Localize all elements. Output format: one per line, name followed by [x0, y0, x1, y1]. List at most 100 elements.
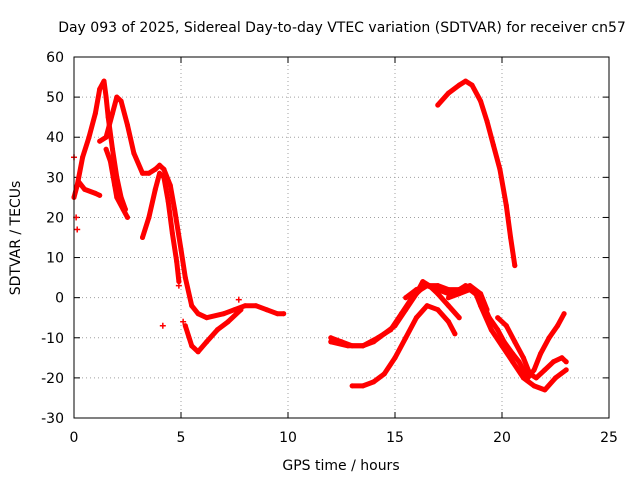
- data-point: [503, 323, 509, 329]
- outlier-marker: [159, 322, 166, 329]
- data-point: [345, 343, 351, 349]
- data-point: [120, 206, 126, 212]
- data-point: [538, 351, 543, 357]
- data-point: [92, 190, 98, 196]
- data-point: [392, 355, 398, 361]
- data-point: [97, 192, 103, 198]
- data-point: [92, 110, 98, 116]
- data-point: [274, 311, 280, 317]
- data-point: [488, 327, 494, 333]
- data-point: [360, 383, 366, 389]
- y-tick-label: 40: [46, 130, 64, 146]
- data-point: [542, 387, 548, 393]
- data-point: [86, 134, 92, 140]
- data-point: [189, 343, 195, 349]
- data-point: [495, 327, 501, 333]
- data-point: [167, 182, 173, 188]
- x-tick-label: 25: [600, 430, 618, 446]
- data-point: [559, 355, 565, 361]
- data-point: [424, 283, 430, 289]
- data-point: [204, 315, 210, 321]
- data-point: [182, 275, 188, 281]
- data-point: [112, 182, 118, 188]
- data-point: [456, 315, 462, 321]
- outlier-marker: [74, 226, 81, 233]
- y-tick-label: -30: [41, 411, 64, 427]
- y-tick-label: 60: [46, 50, 64, 66]
- chart-title: Day 093 of 2025, Sidereal Day-to-day VTE…: [58, 20, 626, 36]
- data-point: [446, 295, 451, 301]
- data-point: [169, 231, 175, 236]
- data-point: [101, 78, 107, 84]
- data-point: [403, 295, 409, 301]
- y-axis-label: SDTVAR / TECUs: [8, 181, 24, 296]
- y-tick-label: -10: [41, 331, 64, 347]
- outlier-marker: [175, 282, 182, 289]
- data-point: [195, 349, 201, 355]
- data-point: [172, 206, 178, 212]
- data-point: [435, 287, 441, 293]
- data-point: [110, 146, 115, 152]
- data-point: [174, 259, 180, 265]
- data-point: [161, 166, 167, 172]
- data-point: [516, 359, 522, 365]
- data-series-track-l: [495, 315, 569, 381]
- data-point: [232, 307, 237, 313]
- data-point: [520, 367, 526, 373]
- data-point: [478, 295, 484, 301]
- data-point: [107, 158, 113, 164]
- data-point: [398, 311, 404, 317]
- x-tick-label: 10: [279, 430, 297, 446]
- data-point: [131, 150, 137, 156]
- data-point: [413, 315, 419, 321]
- data-point: [403, 335, 409, 341]
- data-point: [103, 94, 109, 100]
- data-point: [446, 90, 451, 96]
- data-series-track-k: [446, 287, 567, 381]
- data-point: [371, 379, 377, 385]
- y-tick-label: 20: [46, 210, 64, 226]
- data-point: [176, 279, 182, 285]
- data-layer: [71, 78, 569, 393]
- data-point: [446, 303, 451, 309]
- data-point: [253, 303, 259, 309]
- data-point: [281, 311, 287, 317]
- data-point: [424, 303, 430, 309]
- data-point: [140, 170, 145, 176]
- data-point: [146, 170, 152, 176]
- data-point: [413, 287, 419, 293]
- data-point: [563, 367, 569, 373]
- data-point: [435, 102, 441, 108]
- data-point: [189, 303, 195, 309]
- data-point: [550, 359, 556, 365]
- data-point: [501, 339, 507, 345]
- data-point: [118, 98, 124, 104]
- data-point: [152, 186, 158, 192]
- data-point: [360, 343, 366, 349]
- data-point: [157, 162, 163, 168]
- data-point: [225, 319, 231, 325]
- data-point: [238, 307, 244, 313]
- data-point: [388, 327, 394, 333]
- y-tick-label: 50: [46, 90, 64, 106]
- data-point: [525, 375, 531, 381]
- data-point: [178, 247, 184, 252]
- data-point: [512, 339, 518, 345]
- x-axis-label: GPS time / hours: [282, 458, 399, 474]
- data-point: [75, 178, 81, 184]
- data-point: [264, 307, 270, 313]
- data-point: [484, 118, 490, 124]
- x-tick-label: 0: [70, 430, 79, 446]
- data-point: [546, 335, 552, 341]
- data-point: [463, 78, 469, 84]
- data-point: [349, 383, 355, 389]
- data-point: [512, 263, 518, 269]
- data-point: [467, 287, 473, 293]
- data-point: [446, 319, 451, 325]
- x-tick-label: 15: [386, 430, 404, 446]
- data-point: [152, 166, 158, 172]
- y-tick-label: -20: [41, 371, 64, 387]
- data-point: [140, 235, 145, 240]
- outlier-marker: [235, 296, 242, 303]
